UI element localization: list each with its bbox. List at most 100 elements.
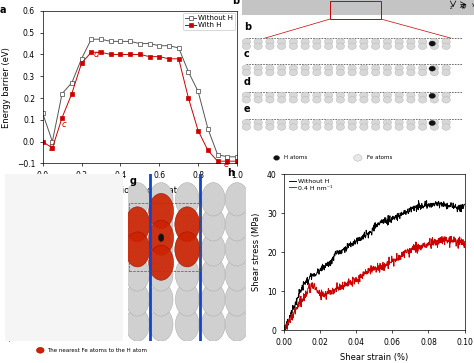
Circle shape <box>407 119 415 126</box>
Text: b: b <box>244 22 251 32</box>
Circle shape <box>372 43 380 50</box>
Text: d: d <box>244 77 251 86</box>
Circle shape <box>254 43 262 50</box>
Circle shape <box>407 92 415 99</box>
Circle shape <box>430 92 438 99</box>
Circle shape <box>273 155 280 160</box>
Circle shape <box>407 124 415 130</box>
Without H <box>156 44 162 48</box>
Circle shape <box>301 119 310 126</box>
Circle shape <box>383 97 392 103</box>
Text: Fe atoms: Fe atoms <box>367 155 392 160</box>
Circle shape <box>254 124 262 130</box>
Circle shape <box>324 43 333 50</box>
With H <box>205 148 210 152</box>
Circle shape <box>2 258 26 291</box>
Circle shape <box>430 65 438 71</box>
Circle shape <box>301 92 310 99</box>
Y-axis label: Shear stress (MPa): Shear stress (MPa) <box>253 213 262 291</box>
Circle shape <box>360 65 368 71</box>
Circle shape <box>348 92 356 99</box>
Circle shape <box>289 124 298 130</box>
With H <box>137 52 143 57</box>
Circle shape <box>277 65 286 71</box>
With H <box>49 146 55 150</box>
Without H <box>127 39 133 44</box>
Text: d: d <box>93 50 99 59</box>
With H <box>166 57 172 61</box>
Circle shape <box>2 233 26 266</box>
Circle shape <box>52 233 76 266</box>
Circle shape <box>26 232 50 267</box>
With H <box>40 139 46 144</box>
Circle shape <box>2 183 26 216</box>
Circle shape <box>336 38 345 45</box>
Circle shape <box>313 69 321 76</box>
Text: The nearest Fe atoms to the H atom: The nearest Fe atoms to the H atom <box>47 348 147 353</box>
Circle shape <box>102 208 126 241</box>
Circle shape <box>149 283 173 316</box>
Circle shape <box>301 69 310 76</box>
Circle shape <box>324 119 333 126</box>
Circle shape <box>372 38 380 45</box>
Circle shape <box>201 283 225 316</box>
Circle shape <box>372 119 380 126</box>
Without H <box>416 199 421 203</box>
Circle shape <box>348 119 356 126</box>
Circle shape <box>149 183 173 216</box>
Circle shape <box>301 38 310 45</box>
Circle shape <box>201 233 225 266</box>
Text: z: z <box>9 317 12 322</box>
Circle shape <box>383 65 392 71</box>
Circle shape <box>277 119 286 126</box>
Circle shape <box>158 234 164 241</box>
Circle shape <box>126 308 149 341</box>
Circle shape <box>289 38 298 45</box>
Circle shape <box>313 38 321 45</box>
Circle shape <box>149 308 173 341</box>
Circle shape <box>429 41 436 46</box>
Circle shape <box>26 183 50 216</box>
Circle shape <box>336 119 345 126</box>
Legend: Without H, With H: Without H, With H <box>183 13 235 30</box>
Without H <box>137 41 143 46</box>
Circle shape <box>254 38 262 45</box>
Circle shape <box>336 92 345 99</box>
Circle shape <box>225 258 249 291</box>
Circle shape <box>289 97 298 103</box>
Without H <box>364 228 369 232</box>
Circle shape <box>419 92 427 99</box>
Circle shape <box>430 119 438 126</box>
Circle shape <box>266 43 274 50</box>
Circle shape <box>102 308 126 341</box>
Text: g: g <box>129 176 136 186</box>
Circle shape <box>52 308 76 341</box>
Circle shape <box>48 234 54 241</box>
Without H <box>282 328 287 332</box>
Circle shape <box>348 43 356 50</box>
Circle shape <box>52 258 76 291</box>
Circle shape <box>360 97 368 103</box>
0.4 H nm⁻¹ <box>448 234 454 238</box>
Circle shape <box>126 233 149 266</box>
Without H <box>69 81 74 85</box>
Circle shape <box>360 38 368 45</box>
Circle shape <box>348 97 356 103</box>
Circle shape <box>289 119 298 126</box>
Circle shape <box>313 92 321 99</box>
Circle shape <box>430 43 438 50</box>
Circle shape <box>442 65 450 71</box>
0.4 H nm⁻¹ <box>313 285 319 289</box>
Circle shape <box>395 69 403 76</box>
Circle shape <box>407 43 415 50</box>
Circle shape <box>430 69 438 76</box>
Text: z: z <box>450 4 453 9</box>
Circle shape <box>419 43 427 50</box>
Circle shape <box>266 65 274 71</box>
Circle shape <box>289 43 298 50</box>
Circle shape <box>372 65 380 71</box>
Circle shape <box>348 65 356 71</box>
Circle shape <box>336 43 345 50</box>
Circle shape <box>52 232 76 267</box>
Circle shape <box>289 69 298 76</box>
